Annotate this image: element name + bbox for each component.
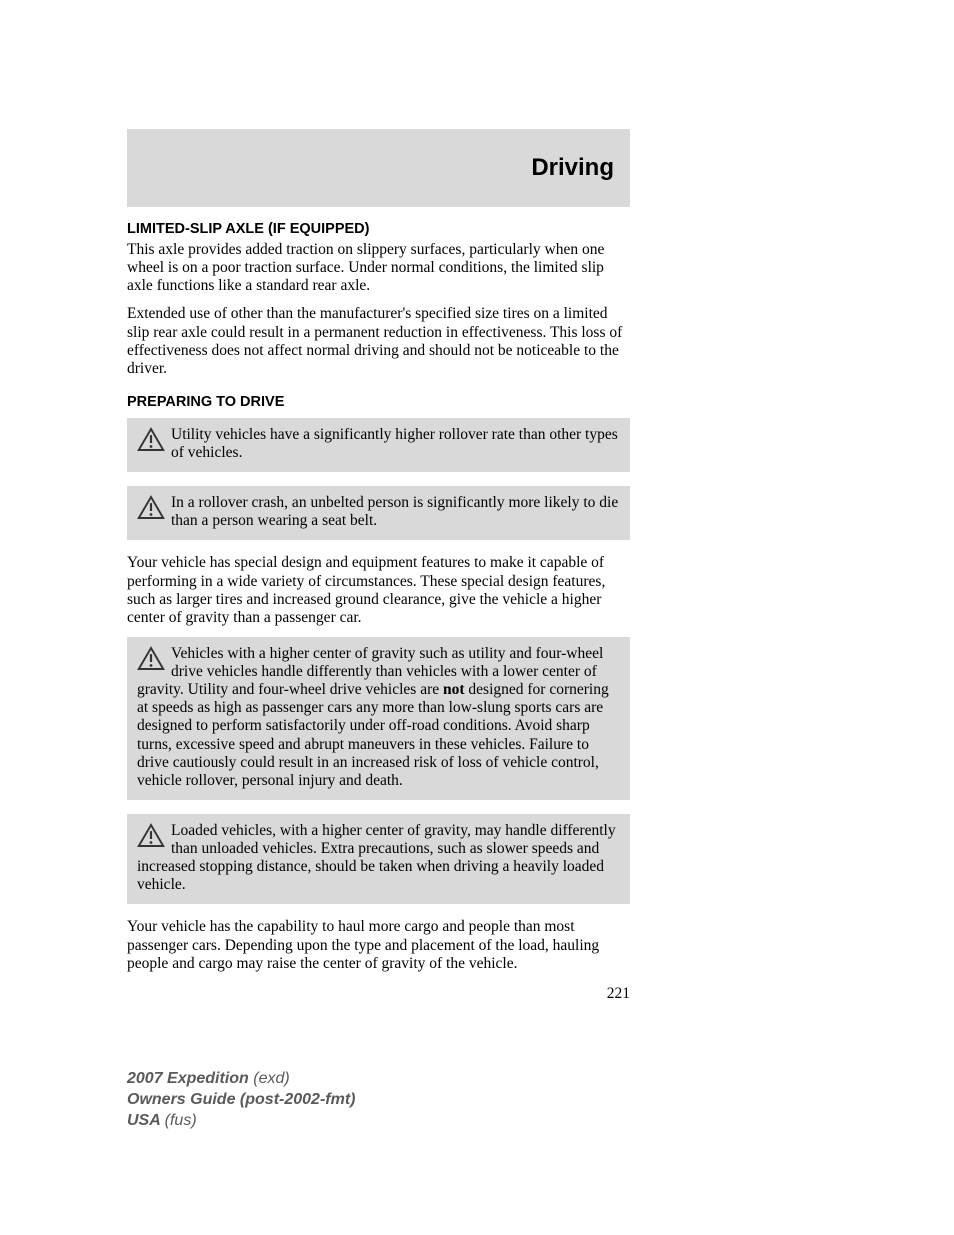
body-paragraph: Extended use of other than the manufactu… (127, 305, 630, 378)
footer-line: Owners Guide (post-2002-fmt) (127, 1090, 355, 1111)
chapter-title: Driving (531, 154, 614, 182)
body-paragraph: Your vehicle has special design and equi… (127, 554, 630, 627)
warning-triangle-icon (137, 646, 165, 671)
footer-region: USA (127, 1112, 165, 1129)
footer-code: (exd) (253, 1070, 289, 1087)
warning-text: Loaded vehicles, with a higher center of… (137, 822, 616, 893)
footer-model: 2007 Expedition (127, 1070, 253, 1087)
warning-triangle-icon (137, 427, 165, 452)
warning-callout: Loaded vehicles, with a higher center of… (127, 814, 630, 905)
page-number: 221 (127, 985, 630, 1003)
footer-line: USA (fus) (127, 1111, 355, 1132)
section-heading-preparing: PREPARING TO DRIVE (127, 394, 630, 410)
warning-text-bold: not (443, 681, 465, 698)
warning-callout: Vehicles with a higher center of gravity… (127, 637, 630, 800)
footer-region-code: (fus) (165, 1112, 197, 1129)
document-footer: 2007 Expedition (exd) Owners Guide (post… (127, 1069, 355, 1131)
chapter-header-bar: Driving (127, 129, 630, 207)
warning-triangle-icon (137, 823, 165, 848)
body-paragraph: Your vehicle has the capability to haul … (127, 918, 630, 972)
warning-triangle-icon (137, 495, 165, 520)
page-content: LIMITED-SLIP AXLE (IF EQUIPPED) This axl… (127, 221, 630, 1003)
section-heading-limited-slip: LIMITED-SLIP AXLE (IF EQUIPPED) (127, 221, 630, 237)
warning-callout: Utility vehicles have a significantly hi… (127, 418, 630, 472)
warning-text: Utility vehicles have a significantly hi… (171, 426, 618, 461)
footer-guide: Owners Guide (post-2002-fmt) (127, 1091, 355, 1108)
footer-line: 2007 Expedition (exd) (127, 1069, 355, 1090)
warning-callout: In a rollover crash, an unbelted person … (127, 486, 630, 540)
body-paragraph: This axle provides added traction on sli… (127, 241, 630, 295)
warning-text: In a rollover crash, an unbelted person … (171, 494, 618, 529)
